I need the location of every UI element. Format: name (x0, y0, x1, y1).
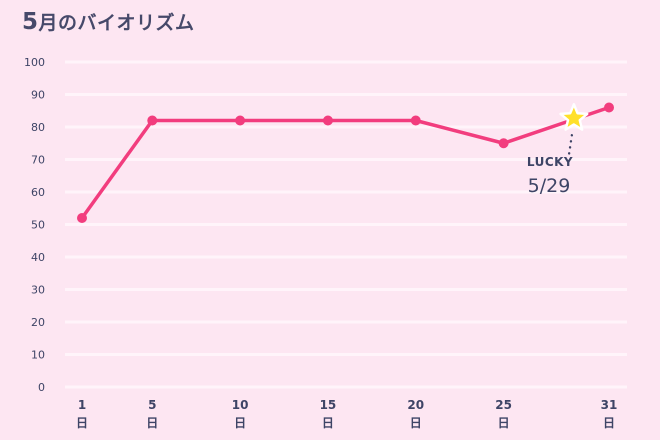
x-tick-unit: 日 (322, 416, 334, 430)
lucky-date: 5/29 (528, 175, 571, 197)
x-tick-day: 20 (407, 398, 424, 412)
y-tick-label: 10 (31, 349, 45, 362)
lucky-label: LUCKY (527, 155, 573, 169)
x-tick-day: 25 (495, 398, 512, 412)
x-tick-unit: 日 (410, 416, 422, 430)
x-tick-unit: 日 (146, 416, 158, 430)
x-tick-day: 15 (320, 398, 337, 412)
y-tick-label: 60 (31, 186, 45, 199)
data-point (410, 115, 421, 126)
x-tick-day: 31 (601, 398, 618, 412)
data-point (604, 102, 614, 113)
lucky-annotation: LUCKY 5/29 (527, 103, 589, 197)
y-tick-label: 50 (31, 219, 45, 232)
data-point (235, 115, 246, 126)
y-tick-label: 80 (31, 121, 45, 134)
y-tick-label: 0 (38, 381, 45, 394)
y-tick-label: 30 (31, 284, 45, 297)
x-tick-unit: 日 (498, 416, 510, 430)
x-tick-unit: 日 (76, 416, 88, 430)
y-tick-label: 20 (31, 316, 45, 329)
biorhythm-line (77, 102, 614, 223)
x-tick-day: 10 (232, 398, 249, 412)
x-tick-day: 5 (148, 398, 156, 412)
data-point (322, 115, 333, 126)
chart-title-month: 5 (22, 9, 39, 35)
data-point (147, 115, 158, 126)
y-tick-label: 40 (31, 251, 45, 264)
y-tick-label: 70 (31, 154, 45, 167)
data-point (498, 138, 509, 149)
x-tick-unit: 日 (234, 416, 246, 430)
y-axis-ticks: 0 10 20 30 40 50 60 70 80 90 100 (24, 56, 45, 394)
y-tick-label: 90 (31, 89, 45, 102)
chart-title-text: 月のバイオリズム (38, 12, 195, 34)
lucky-dotted-leader (567, 134, 574, 157)
star-icon (559, 103, 589, 131)
x-tick-day: 1 (78, 398, 86, 412)
chart-title: 5月のバイオリズム (22, 8, 195, 35)
gridlines (65, 60, 627, 389)
y-tick-label: 100 (24, 56, 45, 69)
x-axis-ticks: 1 日 5 日 10 日 15 日 20 日 25 日 31 日 (76, 398, 617, 430)
data-point (77, 213, 87, 223)
x-tick-unit: 日 (603, 416, 615, 430)
